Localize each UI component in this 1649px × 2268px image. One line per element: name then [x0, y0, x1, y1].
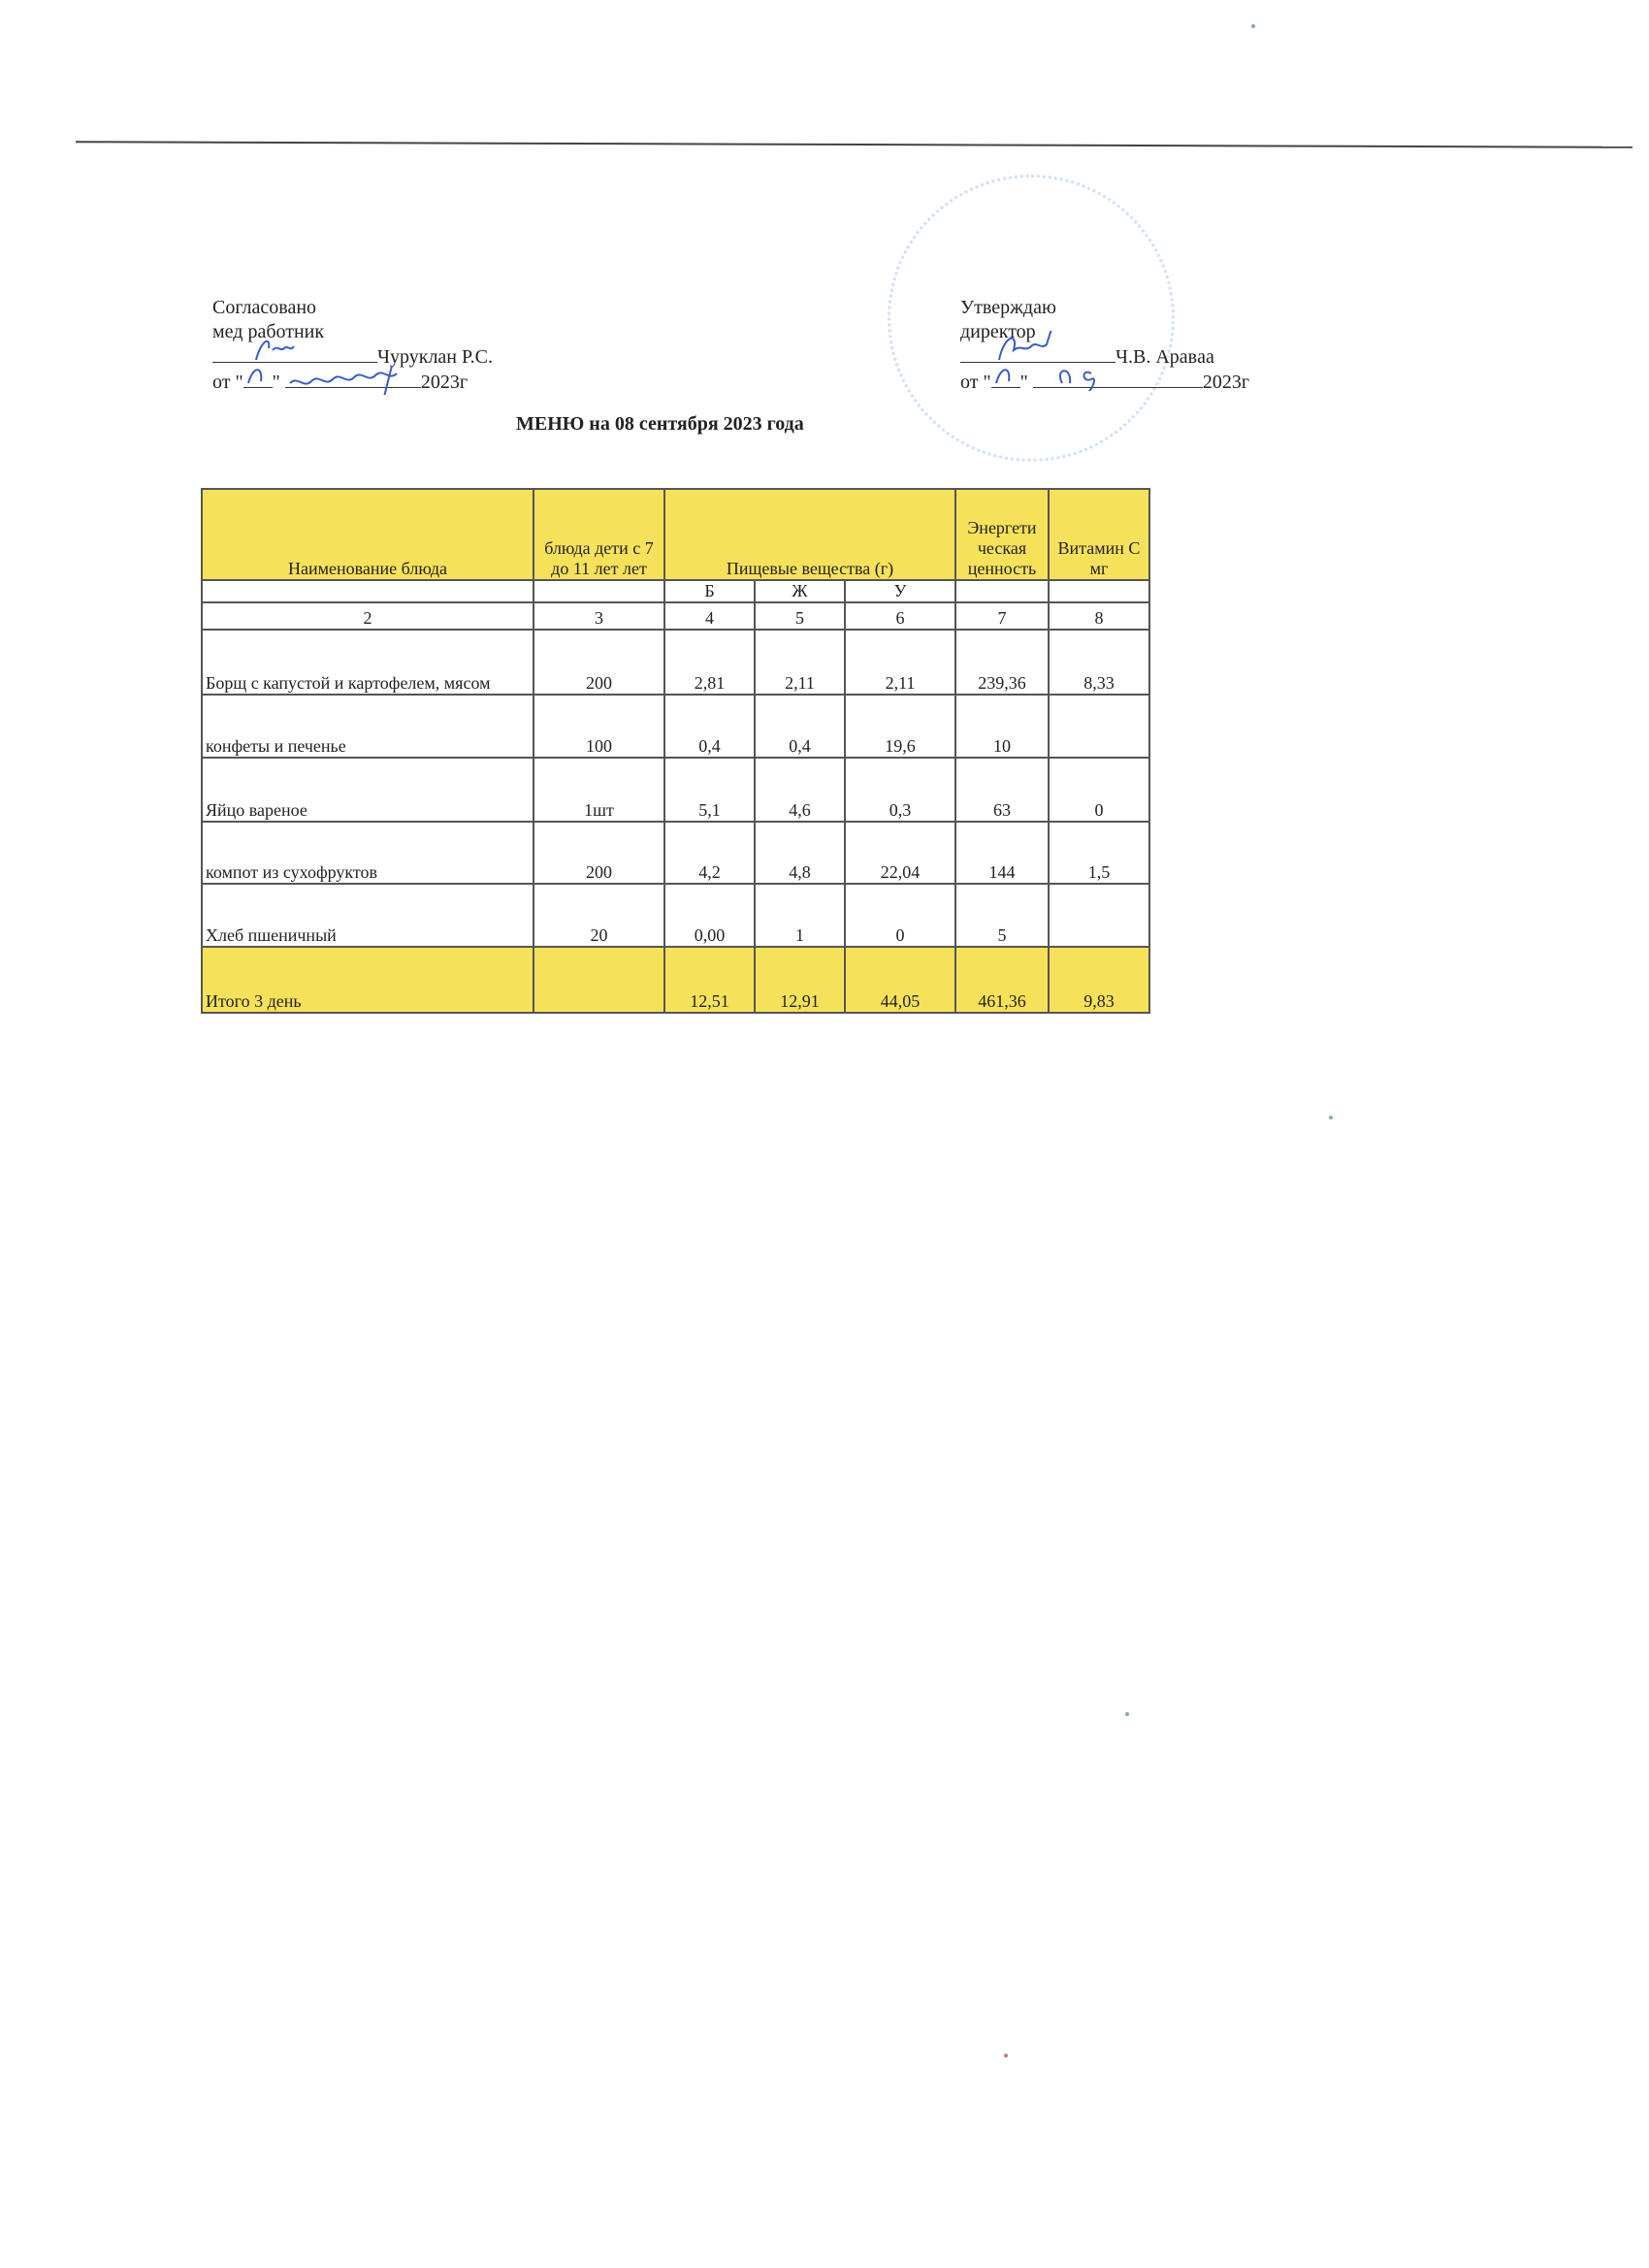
- header-energy: Энергети ческая ценность: [954, 488, 1050, 581]
- table-cell: 5: [954, 883, 1050, 948]
- sub-fat: Ж: [754, 579, 846, 603]
- table-cell: 22,04: [844, 821, 956, 885]
- page-title: МЕНЮ на 08 сентября 2023 года: [516, 413, 804, 435]
- sub-protein: Б: [663, 579, 756, 603]
- header-portion: блюда дети с 7 до 11 лет лет: [533, 488, 665, 581]
- table-cell: 10: [954, 694, 1050, 759]
- table-cell: [1048, 694, 1150, 759]
- col-num: 3: [533, 601, 665, 631]
- col-num: 8: [1048, 601, 1150, 631]
- dish-name: конфеты и печенье: [201, 694, 534, 759]
- date-mid: ": [1019, 372, 1028, 393]
- total-cell: 12,51: [663, 946, 756, 1014]
- total-cell: 9,83: [1048, 946, 1150, 1014]
- year: 2023г: [1202, 372, 1250, 393]
- year: 2023г: [420, 372, 469, 393]
- dish-name: Яйцо вареное: [201, 757, 534, 823]
- table-cell: 200: [533, 629, 665, 696]
- dish-name: компот из сухофруктов: [201, 821, 534, 885]
- signature-line: [960, 331, 1116, 363]
- stamp: [888, 175, 1175, 462]
- table-cell: 2,11: [754, 629, 846, 696]
- table-row: Борщ с капустой и картофелем, мясом 200 2,…: [201, 629, 1150, 696]
- table-cell: 1,5: [1048, 821, 1150, 885]
- total-cell: [533, 946, 665, 1014]
- month-field: [284, 365, 421, 395]
- table-cell: 5,1: [663, 757, 756, 823]
- subheader-row: Б Ж У: [201, 579, 1150, 603]
- total-cell: 12,91: [754, 946, 846, 1014]
- total-cell: 44,05: [844, 946, 956, 1014]
- table-cell: 1шт: [533, 757, 665, 823]
- table-cell: 20: [533, 883, 665, 948]
- table-cell: 0: [844, 883, 956, 948]
- dish-name: Борщ с капустой и картофелем, мясом: [201, 629, 534, 696]
- table-cell: 1: [754, 883, 846, 948]
- total-row: Итого 3 день 12,51 12,91 44,05 461,36 9,…: [201, 946, 1150, 1014]
- medic-name: Чуруклан Р.С.: [377, 346, 493, 368]
- month-field: [1032, 370, 1203, 391]
- table-cell: 4,2: [663, 821, 756, 885]
- day-field: [990, 369, 1020, 388]
- signature-icon: [255, 340, 295, 361]
- table-cell: 0,4: [754, 694, 846, 759]
- header-name: Наименование блюда: [201, 488, 534, 581]
- table-cell: 4,8: [754, 821, 846, 885]
- signature-icon: [998, 331, 1052, 361]
- table-cell: 0,00: [663, 883, 756, 948]
- dish-name: Хлеб пшеничный: [201, 883, 534, 948]
- table-cell: 0,3: [844, 757, 956, 823]
- signature-line: [212, 340, 377, 363]
- table-cell: 100: [533, 694, 665, 759]
- total-cell: 461,36: [954, 946, 1050, 1014]
- table-row: Яйцо вареное 1шт 5,1 4,6 0,3 63 0: [201, 757, 1150, 823]
- table-cell: 63: [954, 757, 1050, 823]
- col-num: 4: [663, 601, 756, 631]
- table-cell: 8,33: [1048, 629, 1150, 696]
- col-num: 2: [201, 601, 534, 631]
- agreed-label: Согласовано: [212, 297, 317, 318]
- approve-label: Утверждаю: [960, 297, 1056, 318]
- header-row: Наименование блюда блюда дети с 7 до 11 …: [201, 488, 1150, 581]
- table-cell: 0,4: [663, 694, 756, 759]
- menu-table: Наименование блюда блюда дети с 7 до 11 …: [201, 488, 1150, 1014]
- col-num: 7: [954, 601, 1050, 631]
- table-row: Хлеб пшеничный 20 0,00 1 0 5: [201, 883, 1150, 948]
- col-num: 6: [844, 601, 956, 631]
- total-label: Итого 3 день: [201, 946, 534, 1014]
- table-cell: 4,6: [754, 757, 846, 823]
- table-row: конфеты и печенье 100 0,4 0,4 19,6 10: [201, 694, 1150, 759]
- approval-left: Согласовано мед работник Чуруклан Р.С. о…: [212, 296, 493, 395]
- table-cell: 144: [954, 821, 1050, 885]
- approval-right: Утверждаю директор Ч.В. Аравaa от " " 202…: [960, 296, 1249, 395]
- sub-carb: У: [844, 579, 956, 603]
- date-mid: ": [272, 372, 280, 393]
- table-cell: 200: [533, 821, 665, 885]
- header-nutrients: Пищевые вещества (г): [663, 488, 956, 581]
- director-label: директор: [960, 321, 1036, 342]
- date-prefix: от ": [960, 372, 991, 393]
- day-field: [242, 369, 273, 388]
- table-cell: 239,36: [954, 629, 1050, 696]
- column-number-row: 2 3 4 5 6 7 8: [201, 601, 1150, 631]
- director-name: Ч.В. Аравaa: [1116, 346, 1214, 368]
- table-cell: 2,81: [663, 629, 756, 696]
- table-row: компот из сухофруктов 200 4,2 4,8 22,04 144 1,…: [201, 821, 1150, 885]
- table-cell: 0: [1048, 757, 1150, 823]
- scan-edge-line: [76, 141, 1633, 148]
- col-num: 5: [754, 601, 846, 631]
- date-prefix: от ": [212, 372, 243, 393]
- header-vitamin: Витамин С мг: [1048, 488, 1150, 581]
- table-cell: 2,11: [844, 629, 956, 696]
- medic-label: мед работник: [212, 321, 325, 342]
- table-cell: [1048, 883, 1150, 948]
- table-cell: 19,6: [844, 694, 956, 759]
